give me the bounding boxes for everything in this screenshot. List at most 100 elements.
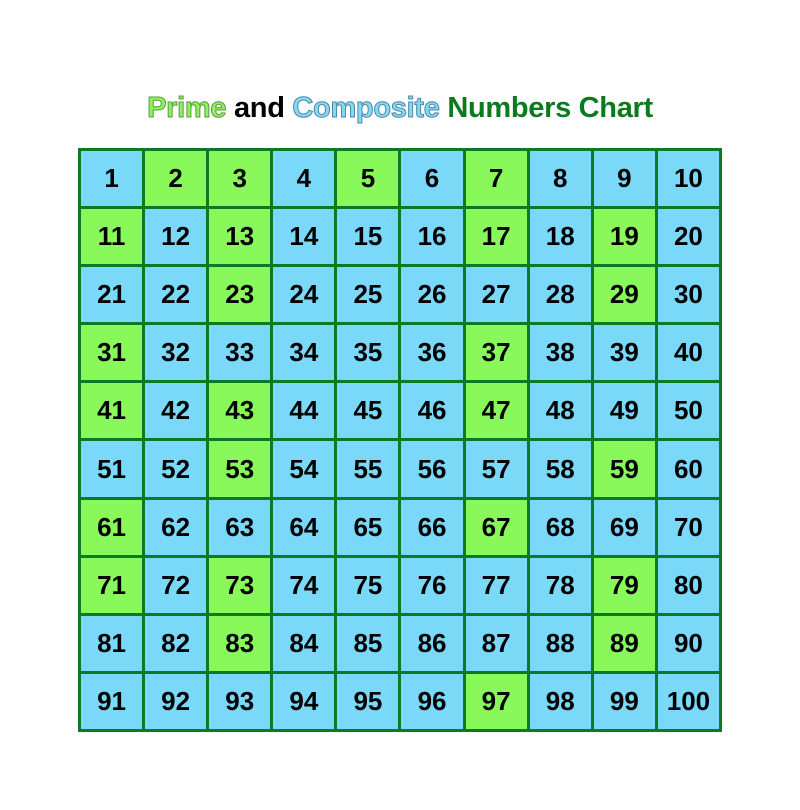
prime-cell: 23 xyxy=(209,267,271,323)
number-grid: 1 2 3 4 5 6 7 8 9 10 11 12 13 14 15 16 17 18 19 20 21 22 23 24 2… xyxy=(78,148,722,732)
prime-cell: 11 xyxy=(81,209,143,265)
composite-cell: 54 xyxy=(273,441,335,497)
composite-cell: 95 xyxy=(337,673,399,729)
composite-cell: 98 xyxy=(529,673,591,729)
prime-cell: 53 xyxy=(209,441,271,497)
composite-cell: 58 xyxy=(529,441,591,497)
prime-cell: 43 xyxy=(209,383,271,439)
composite-cell: 81 xyxy=(81,615,143,671)
composite-cell: 93 xyxy=(209,673,271,729)
composite-cell: 55 xyxy=(337,441,399,497)
prime-cell: 97 xyxy=(465,673,527,729)
composite-cell: 16 xyxy=(401,209,463,265)
title-and: and xyxy=(233,92,285,124)
prime-cell: 61 xyxy=(81,499,143,555)
composite-cell: 6 xyxy=(401,151,463,207)
prime-cell: 5 xyxy=(337,151,399,207)
prime-cell: 37 xyxy=(465,325,527,381)
prime-cell: 19 xyxy=(593,209,655,265)
composite-cell: 62 xyxy=(145,499,207,555)
composite-cell: 1 xyxy=(81,151,143,207)
composite-cell: 33 xyxy=(209,325,271,381)
composite-cell: 48 xyxy=(529,383,591,439)
composite-cell: 76 xyxy=(401,557,463,613)
composite-cell: 84 xyxy=(273,615,335,671)
prime-cell: 7 xyxy=(465,151,527,207)
composite-cell: 52 xyxy=(145,441,207,497)
composite-cell: 77 xyxy=(465,557,527,613)
title-rest: Numbers Chart xyxy=(447,92,653,124)
composite-cell: 32 xyxy=(145,325,207,381)
composite-cell: 92 xyxy=(145,673,207,729)
composite-cell: 14 xyxy=(273,209,335,265)
composite-cell: 100 xyxy=(657,673,719,729)
composite-cell: 50 xyxy=(657,383,719,439)
prime-cell: 31 xyxy=(81,325,143,381)
prime-cell: 89 xyxy=(593,615,655,671)
composite-cell: 75 xyxy=(337,557,399,613)
composite-cell: 27 xyxy=(465,267,527,323)
composite-cell: 72 xyxy=(145,557,207,613)
composite-cell: 15 xyxy=(337,209,399,265)
composite-cell: 57 xyxy=(465,441,527,497)
composite-cell: 20 xyxy=(657,209,719,265)
composite-cell: 51 xyxy=(81,441,143,497)
composite-cell: 28 xyxy=(529,267,591,323)
title-composite: Composite xyxy=(292,92,440,125)
composite-cell: 90 xyxy=(657,615,719,671)
prime-cell: 17 xyxy=(465,209,527,265)
composite-cell: 38 xyxy=(529,325,591,381)
composite-cell: 74 xyxy=(273,557,335,613)
composite-cell: 56 xyxy=(401,441,463,497)
composite-cell: 87 xyxy=(465,615,527,671)
composite-cell: 45 xyxy=(337,383,399,439)
prime-cell: 71 xyxy=(81,557,143,613)
prime-cell: 67 xyxy=(465,499,527,555)
composite-cell: 10 xyxy=(657,151,719,207)
composite-cell: 44 xyxy=(273,383,335,439)
composite-cell: 25 xyxy=(337,267,399,323)
composite-cell: 18 xyxy=(529,209,591,265)
composite-cell: 30 xyxy=(657,267,719,323)
composite-cell: 86 xyxy=(401,615,463,671)
composite-cell: 36 xyxy=(401,325,463,381)
composite-cell: 82 xyxy=(145,615,207,671)
prime-cell: 13 xyxy=(209,209,271,265)
composite-cell: 12 xyxy=(145,209,207,265)
composite-cell: 35 xyxy=(337,325,399,381)
prime-cell: 2 xyxy=(145,151,207,207)
chart-title: Prime and Composite Numbers Chart xyxy=(0,92,800,125)
composite-cell: 8 xyxy=(529,151,591,207)
composite-cell: 80 xyxy=(657,557,719,613)
composite-cell: 64 xyxy=(273,499,335,555)
composite-cell: 22 xyxy=(145,267,207,323)
composite-cell: 40 xyxy=(657,325,719,381)
composite-cell: 88 xyxy=(529,615,591,671)
composite-cell: 69 xyxy=(593,499,655,555)
prime-cell: 47 xyxy=(465,383,527,439)
composite-cell: 85 xyxy=(337,615,399,671)
composite-cell: 66 xyxy=(401,499,463,555)
composite-cell: 65 xyxy=(337,499,399,555)
composite-cell: 49 xyxy=(593,383,655,439)
prime-cell: 3 xyxy=(209,151,271,207)
composite-cell: 21 xyxy=(81,267,143,323)
composite-cell: 63 xyxy=(209,499,271,555)
composite-cell: 99 xyxy=(593,673,655,729)
composite-cell: 4 xyxy=(273,151,335,207)
composite-cell: 68 xyxy=(529,499,591,555)
composite-cell: 39 xyxy=(593,325,655,381)
composite-cell: 78 xyxy=(529,557,591,613)
composite-cell: 70 xyxy=(657,499,719,555)
composite-cell: 46 xyxy=(401,383,463,439)
prime-cell: 59 xyxy=(593,441,655,497)
title-prime: Prime xyxy=(147,92,227,125)
composite-cell: 94 xyxy=(273,673,335,729)
prime-cell: 41 xyxy=(81,383,143,439)
composite-cell: 9 xyxy=(593,151,655,207)
composite-cell: 24 xyxy=(273,267,335,323)
composite-cell: 26 xyxy=(401,267,463,323)
prime-cell: 73 xyxy=(209,557,271,613)
composite-cell: 91 xyxy=(81,673,143,729)
prime-cell: 83 xyxy=(209,615,271,671)
